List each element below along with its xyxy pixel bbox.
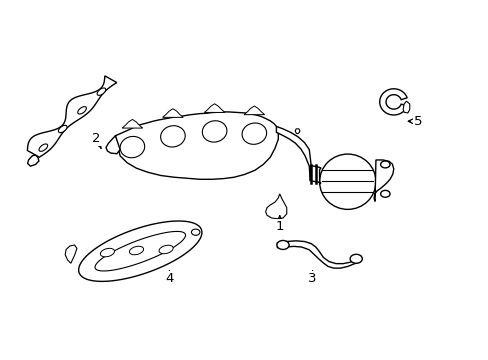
Ellipse shape — [202, 121, 226, 142]
Ellipse shape — [100, 248, 114, 257]
Polygon shape — [163, 109, 183, 117]
Polygon shape — [309, 166, 320, 184]
Polygon shape — [27, 76, 117, 157]
Polygon shape — [79, 221, 202, 282]
Ellipse shape — [129, 246, 143, 255]
Ellipse shape — [39, 144, 47, 151]
Polygon shape — [373, 160, 393, 202]
Ellipse shape — [319, 154, 375, 210]
Polygon shape — [204, 104, 224, 112]
Circle shape — [380, 190, 389, 197]
Text: 5: 5 — [407, 115, 422, 128]
Polygon shape — [265, 194, 286, 219]
Circle shape — [276, 240, 288, 249]
Circle shape — [349, 254, 362, 263]
Text: 2: 2 — [92, 132, 101, 148]
Polygon shape — [402, 101, 409, 113]
Circle shape — [380, 161, 389, 168]
Polygon shape — [122, 120, 142, 128]
Ellipse shape — [97, 88, 105, 95]
Ellipse shape — [120, 136, 144, 158]
Polygon shape — [276, 126, 310, 181]
Polygon shape — [244, 106, 264, 114]
Polygon shape — [27, 155, 39, 166]
Text: 4: 4 — [165, 271, 173, 285]
Ellipse shape — [78, 107, 86, 114]
Ellipse shape — [159, 245, 173, 254]
Polygon shape — [379, 89, 407, 115]
Text: 3: 3 — [308, 271, 316, 285]
Polygon shape — [65, 245, 77, 263]
Ellipse shape — [242, 123, 266, 144]
Ellipse shape — [58, 125, 67, 133]
Text: 1: 1 — [275, 216, 284, 233]
Ellipse shape — [161, 126, 185, 147]
Polygon shape — [106, 136, 120, 154]
Polygon shape — [95, 231, 185, 271]
Polygon shape — [277, 241, 360, 268]
Circle shape — [191, 229, 200, 235]
Polygon shape — [295, 129, 299, 134]
Polygon shape — [115, 112, 278, 179]
